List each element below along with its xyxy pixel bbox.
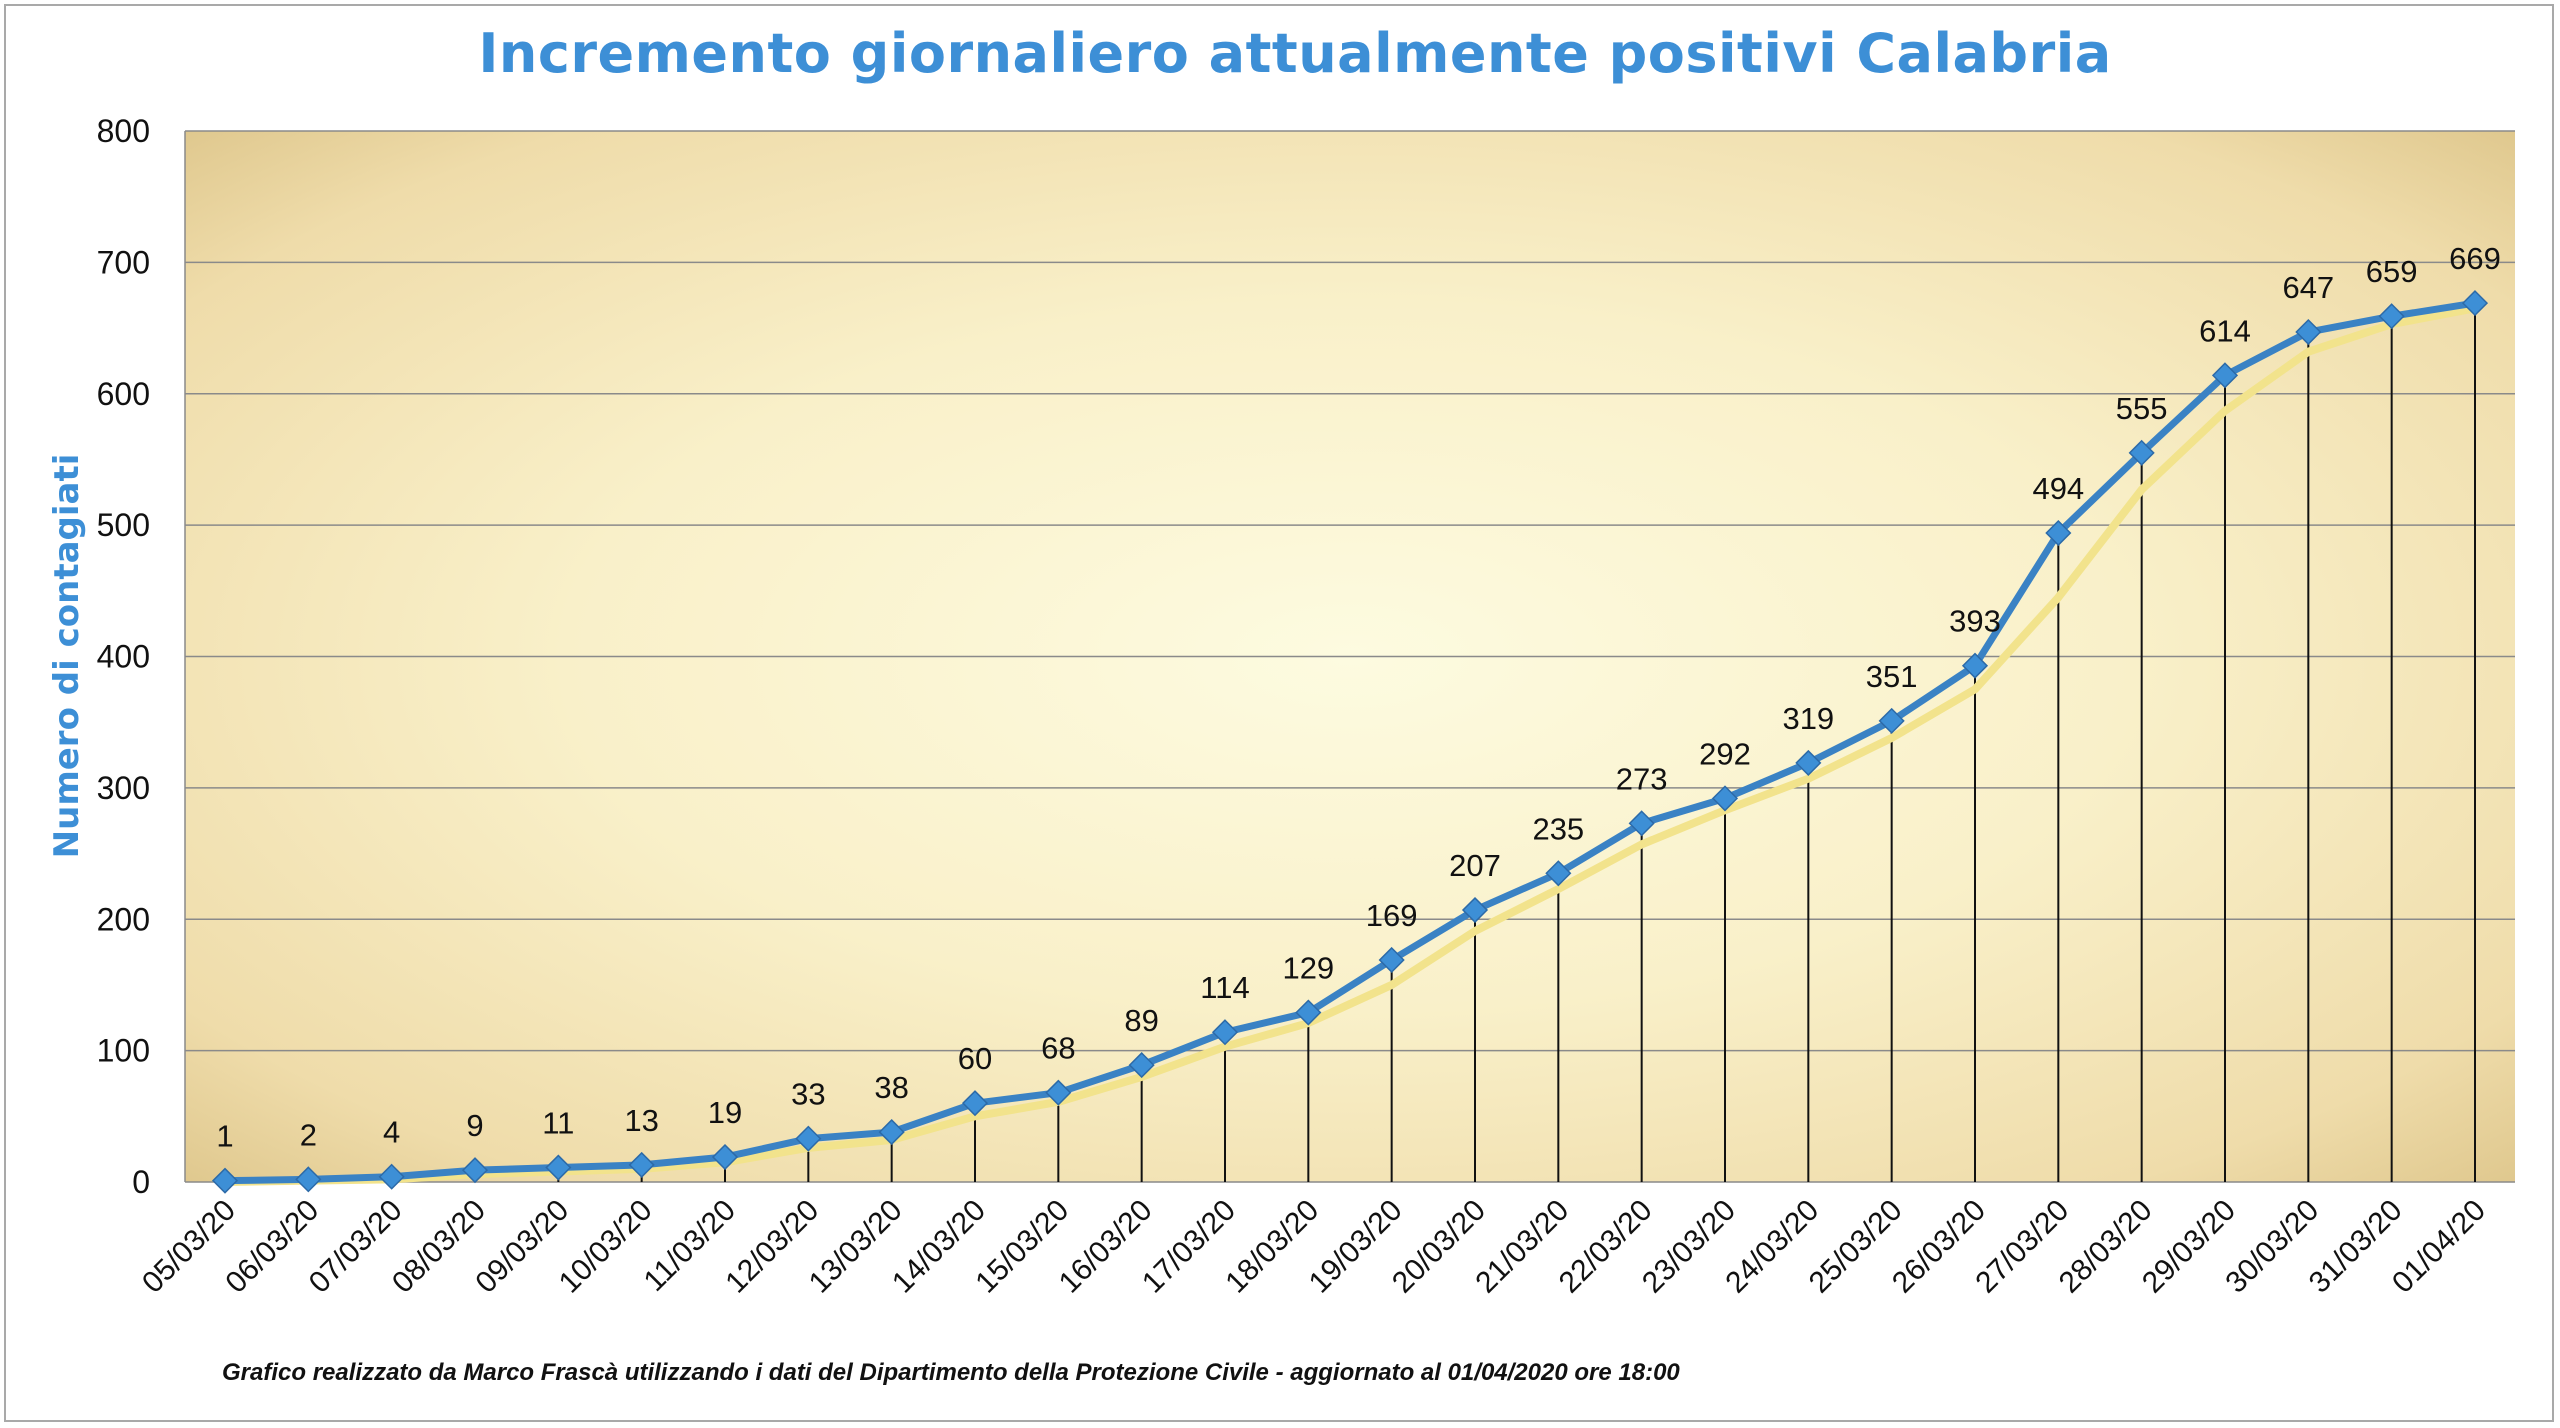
data-label: 669: [2449, 241, 2501, 276]
y-tick-label: 400: [97, 639, 150, 675]
data-point: [2211, 362, 2239, 389]
data-label: 33: [791, 1077, 825, 1112]
trend-line: [224, 304, 2476, 1186]
data-label: 319: [1782, 701, 1834, 736]
data-label: 647: [2282, 270, 2334, 305]
chart-title: Incremento giornaliero attualmente posit…: [478, 22, 2111, 85]
data-point: [1711, 785, 1739, 812]
data-label: 13: [624, 1103, 658, 1138]
data-point: [711, 1143, 739, 1171]
data-label: 169: [1366, 898, 1418, 933]
data-point: [1545, 860, 1572, 887]
data-label: 68: [1041, 1031, 1075, 1066]
data-label: 129: [1282, 951, 1334, 986]
data-point: [2461, 290, 2489, 317]
data-point: [1211, 1019, 1239, 1046]
data-label: 494: [2032, 471, 2084, 506]
data-label: 235: [1532, 811, 1584, 846]
data-point: [1961, 652, 1989, 679]
data-point: [2378, 303, 2405, 330]
data-point: [461, 1157, 489, 1184]
data-point: [1628, 810, 1655, 837]
data-point: [1378, 946, 1405, 974]
y-tick-label: 100: [97, 1033, 150, 1069]
data-label: 38: [874, 1070, 908, 1105]
data-label: 292: [1699, 736, 1751, 771]
chart-footer: Grafico realizzato da Marco Frascà utili…: [222, 1359, 1680, 1386]
data-label: 614: [2199, 313, 2251, 348]
data-label: 393: [1949, 604, 2001, 639]
data-label: 19: [708, 1095, 742, 1130]
data-point: [961, 1090, 989, 1117]
gridlines: [184, 130, 2515, 1183]
data-point: [2045, 519, 2072, 547]
data-label: 60: [958, 1041, 992, 1076]
x-tick-label: 01/04/20: [2386, 1194, 2492, 1300]
y-tick-label: 0: [132, 1164, 150, 1200]
data-point: [1045, 1079, 1072, 1106]
data-label: 114: [1200, 970, 1249, 1005]
data-label: 659: [2366, 254, 2418, 289]
data-point: [295, 1166, 322, 1193]
y-tick-label: 600: [97, 376, 150, 412]
data-label: 4: [383, 1115, 400, 1150]
data-label: 9: [466, 1108, 483, 1143]
x-tick-label: 10/03/20: [553, 1194, 659, 1300]
data-markers: [211, 290, 2489, 1194]
y-tick-label: 800: [97, 113, 150, 149]
y-tick-label: 500: [97, 507, 150, 543]
data-point: [878, 1119, 905, 1146]
data-label: 2: [300, 1117, 317, 1152]
data-label: 1: [216, 1119, 233, 1154]
series-line: [224, 299, 2476, 1185]
data-point: [1295, 999, 1322, 1026]
y-tick-label: 200: [97, 901, 150, 937]
data-point: [2295, 318, 2322, 346]
data-point: [1878, 707, 1905, 734]
data-point: [2128, 439, 2155, 466]
y-axis-label: Numero di contagiati: [47, 454, 87, 859]
x-ticks: 05/03/2006/03/2007/03/2008/03/2009/03/20…: [136, 1194, 2492, 1300]
data-point: [1128, 1052, 1155, 1079]
data-label: 351: [1866, 659, 1918, 694]
data-point: [795, 1125, 822, 1152]
data-labels: 1 2 4 9 11 13 19 33 38 60 68 89 114 129 169 207 235 273 29…: [216, 241, 2500, 1154]
data-point: [378, 1163, 405, 1190]
data-label: 207: [1449, 848, 1501, 883]
data-point: [545, 1154, 572, 1181]
data-label: 555: [2116, 391, 2168, 426]
y-tick-label: 300: [97, 770, 150, 806]
data-label: 273: [1616, 761, 1668, 796]
data-point: [628, 1151, 655, 1178]
data-point: [211, 1167, 239, 1194]
y-ticks: 0 100 200 300 400 500 600 700 800: [97, 113, 150, 1200]
data-label: 89: [1124, 1003, 1158, 1038]
data-point: [1795, 749, 1822, 776]
data-point: [1461, 896, 1489, 924]
data-label: 11: [542, 1106, 574, 1141]
y-tick-label: 700: [97, 244, 150, 280]
